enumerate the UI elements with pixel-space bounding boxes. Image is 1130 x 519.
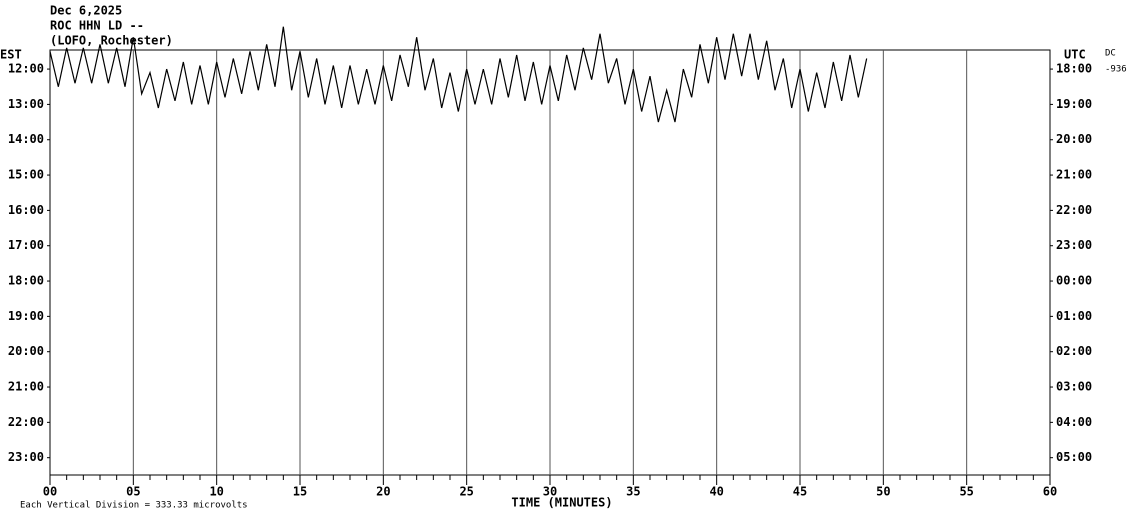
y-tick-label: 15:00	[8, 168, 44, 182]
y-tick-label: 14:00	[8, 132, 44, 146]
x-tick-label: 00	[43, 485, 57, 499]
y2-tick-label: 01:00	[1056, 309, 1092, 323]
x-tick-label: 10	[209, 485, 223, 499]
y2-tick-label: 22:00	[1056, 203, 1092, 217]
y2-tick-label: 21:00	[1056, 168, 1092, 182]
y-tick-label: 20:00	[8, 344, 44, 358]
y2-tick-label: 19:00	[1056, 97, 1092, 111]
y-tick-label: 17:00	[8, 238, 44, 252]
y-tick-label: 19:00	[8, 309, 44, 323]
title-line: ROC HHN LD --	[50, 19, 144, 33]
corner-label: DC	[1105, 49, 1116, 59]
footnote: Each Vertical Division = 333.33 microvol…	[20, 501, 248, 511]
y-tick-label: 18:00	[8, 274, 44, 288]
y-tick-label: 22:00	[8, 415, 44, 429]
y-tick-label: 23:00	[8, 450, 44, 464]
x-tick-label: 20	[376, 485, 390, 499]
y-tick-label: 21:00	[8, 380, 44, 394]
left-axis-label: EST	[0, 48, 22, 62]
x-tick-label: 45	[793, 485, 807, 499]
x-tick-label: 40	[709, 485, 723, 499]
x-tick-label: 15	[293, 485, 307, 499]
y-tick-label: 12:00	[8, 62, 44, 76]
right-axis-label: UTC	[1064, 48, 1086, 62]
y-tick-label: 16:00	[8, 203, 44, 217]
y2-tick-label: 03:00	[1056, 380, 1092, 394]
y2-tick-label: 23:00	[1056, 238, 1092, 252]
x-axis-label: TIME (MINUTES)	[511, 496, 612, 510]
corner-label: -936	[1105, 65, 1127, 75]
y2-tick-label: 05:00	[1056, 450, 1092, 464]
title-line: Dec 6,2025	[50, 4, 122, 18]
y2-tick-label: 20:00	[1056, 132, 1092, 146]
x-tick-label: 30	[543, 485, 557, 499]
x-tick-label: 55	[959, 485, 973, 499]
x-tick-label: 25	[459, 485, 473, 499]
seismic-trace	[49, 26, 868, 123]
x-tick-label: 60	[1043, 485, 1057, 499]
y2-tick-label: 04:00	[1056, 415, 1092, 429]
x-tick-label: 05	[126, 485, 140, 499]
x-tick-label: 35	[626, 485, 640, 499]
y2-tick-label: 00:00	[1056, 274, 1092, 288]
y-tick-label: 13:00	[8, 97, 44, 111]
y2-tick-label: 02:00	[1056, 344, 1092, 358]
x-tick-label: 50	[876, 485, 890, 499]
y2-tick-label: 18:00	[1056, 62, 1092, 76]
title-line: (LOFO, Rochester)	[50, 34, 173, 48]
